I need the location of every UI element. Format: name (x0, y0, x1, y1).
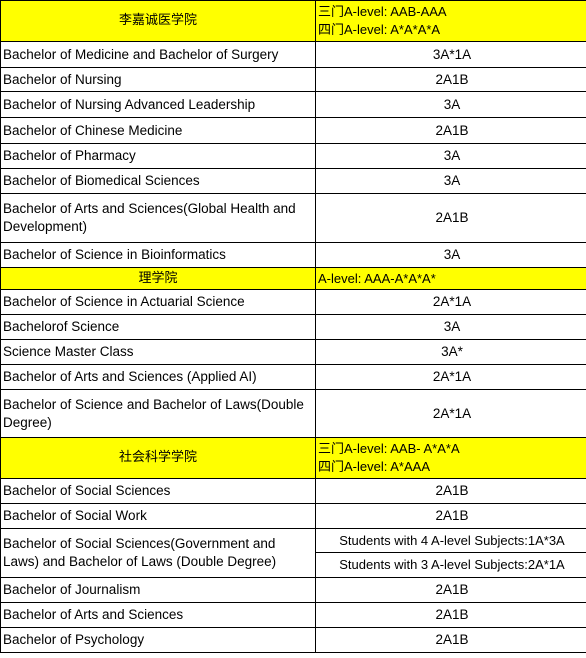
table-row: Bachelor of Science and Bachelor of Laws… (0, 389, 586, 438)
program-name: Bachelor of Social Sciences(Government a… (0, 528, 316, 578)
faculty-header-row: 理学院 A-level: AAA-A*A*A* (0, 267, 586, 290)
table-row: Students with 3 A-level Subjects:2A*1A (1, 552, 586, 578)
program-requirement: Students with 3 A-level Subjects:2A*1A (315, 552, 586, 578)
faculty-name: 李嘉诚医学院 (0, 0, 316, 42)
program-requirement: 2A1B (315, 577, 586, 603)
faculty-requirement: 三门A-level: AAB-AAA 四门A-level: A*A*A*A (315, 0, 586, 42)
table-row: Bachelor of Nursing 2A1B (0, 67, 586, 92)
program-requirement: 3A (315, 91, 586, 118)
program-name: Bachelor of Psychology (0, 627, 316, 653)
program-name: Bachelor of Chinese Medicine (0, 117, 316, 144)
program-name: Bachelor of Nursing Advanced Leadership (0, 91, 316, 118)
program-requirement: 3A (315, 314, 586, 340)
table-row: Bachelor of Social Work 2A1B (0, 503, 586, 529)
program-requirement: 2A1B (315, 627, 586, 653)
faculty-header-row: 社会科学学院 三门A-level: AAB- A*A*A 四门A-level: … (0, 437, 586, 479)
program-name: Bachelor of Journalism (0, 577, 316, 603)
table-row: Science Master Class 3A* (0, 339, 586, 365)
requirement-line: 三门A-level: AAB- A*A*A (318, 441, 460, 456)
program-requirement: 2A*1A (315, 389, 586, 438)
program-name: Science Master Class (0, 339, 316, 365)
program-name: Bachelor of Arts and Sciences (Applied A… (0, 364, 316, 390)
program-name: Bachelor of Arts and Sciences (0, 602, 316, 628)
program-requirement: 3A (315, 168, 586, 194)
table-row: Bachelor of Journalism 2A1B (0, 577, 586, 603)
program-requirement: 2A*1A (315, 289, 586, 315)
requirement-line: A-level: AAA-A*A*A* (318, 270, 436, 286)
requirement-line: 四门A-level: A*A*A*A (318, 22, 441, 37)
faculty-header-row: 李嘉诚医学院 三门A-level: AAB-AAA 四门A-level: A*A… (0, 0, 586, 42)
requirement-line: 四门A-level: A*AAA (318, 459, 430, 474)
program-name: Bachelor of Science in Bioinformatics (0, 242, 316, 268)
program-name: Bachelor of Nursing (0, 67, 316, 92)
program-name: Bachelor of Social Sciences (0, 478, 316, 504)
program-name: Bachelor of Science in Actuarial Science (0, 289, 316, 315)
program-requirement: 2A*1A (315, 364, 586, 390)
table-row: Bachelor of Biomedical Sciences 3A (0, 168, 586, 194)
table-row: Bachelor of Science in Actuarial Science… (0, 289, 586, 315)
table-row: Bachelor of Psychology 2A1B (0, 627, 586, 653)
table-row: Bachelor of Science in Bioinformatics 3A (0, 242, 586, 268)
program-requirement: Students with 4 A-level Subjects:1A*3A (315, 528, 586, 553)
program-requirement: 3A*1A (315, 41, 586, 68)
program-requirement: 2A1B (315, 602, 586, 628)
program-requirement: 3A (315, 242, 586, 268)
program-requirement: 2A1B (315, 193, 586, 243)
table-row: Bachelor of Medicine and Bachelor of Sur… (0, 41, 586, 68)
program-requirement: 2A1B (315, 478, 586, 504)
program-name: Bachelorof Science (0, 314, 316, 340)
program-requirement: 2A1B (315, 117, 586, 144)
requirement-line: 三门A-level: AAB-AAA (318, 4, 447, 19)
program-requirement: 2A1B (315, 503, 586, 529)
program-name: Bachelor of Pharmacy (0, 143, 316, 169)
table-row: Bachelor of Arts and Sciences(Global Hea… (0, 193, 586, 243)
program-name: Bachelor of Medicine and Bachelor of Sur… (0, 41, 316, 68)
table-row: Bachelor of Arts and Sciences (Applied A… (0, 364, 586, 390)
faculty-name: 理学院 (0, 267, 316, 290)
faculty-requirement: 三门A-level: AAB- A*A*A 四门A-level: A*AAA (315, 437, 586, 479)
program-name: Bachelor of Arts and Sciences(Global Hea… (0, 193, 316, 243)
table-row: Bachelor of Social Sciences 2A1B (0, 478, 586, 504)
program-name: Bachelor of Social Work (0, 503, 316, 529)
program-requirement: 3A (315, 143, 586, 169)
program-requirement: 2A1B (315, 67, 586, 92)
faculty-name: 社会科学学院 (0, 437, 316, 479)
program-name: Bachelor of Biomedical Sciences (0, 168, 316, 194)
table-row: Bachelor of Pharmacy 3A (0, 143, 586, 169)
table-row: Bachelor of Social Sciences(Government a… (0, 528, 586, 578)
table-row: Bachelor of Arts and Sciences 2A1B (0, 602, 586, 628)
table-row: Bachelor of Chinese Medicine 2A1B (0, 117, 586, 144)
table-row: Bachelorof Science 3A (0, 314, 586, 340)
table-row: Bachelor of Nursing Advanced Leadership … (0, 91, 586, 118)
faculty-requirement: A-level: AAA-A*A*A* (315, 267, 586, 290)
program-requirement: 3A* (315, 339, 586, 365)
program-name: Bachelor of Science and Bachelor of Laws… (0, 389, 316, 438)
